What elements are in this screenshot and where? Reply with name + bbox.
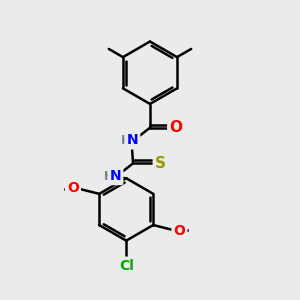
Text: N: N: [127, 134, 138, 148]
Text: S: S: [155, 156, 166, 171]
Text: Cl: Cl: [119, 259, 134, 273]
Text: O: O: [169, 120, 182, 135]
Text: O: O: [67, 181, 79, 195]
Text: O: O: [173, 224, 185, 238]
Text: H: H: [121, 134, 131, 147]
Text: H: H: [104, 170, 115, 183]
Text: N: N: [110, 169, 121, 183]
